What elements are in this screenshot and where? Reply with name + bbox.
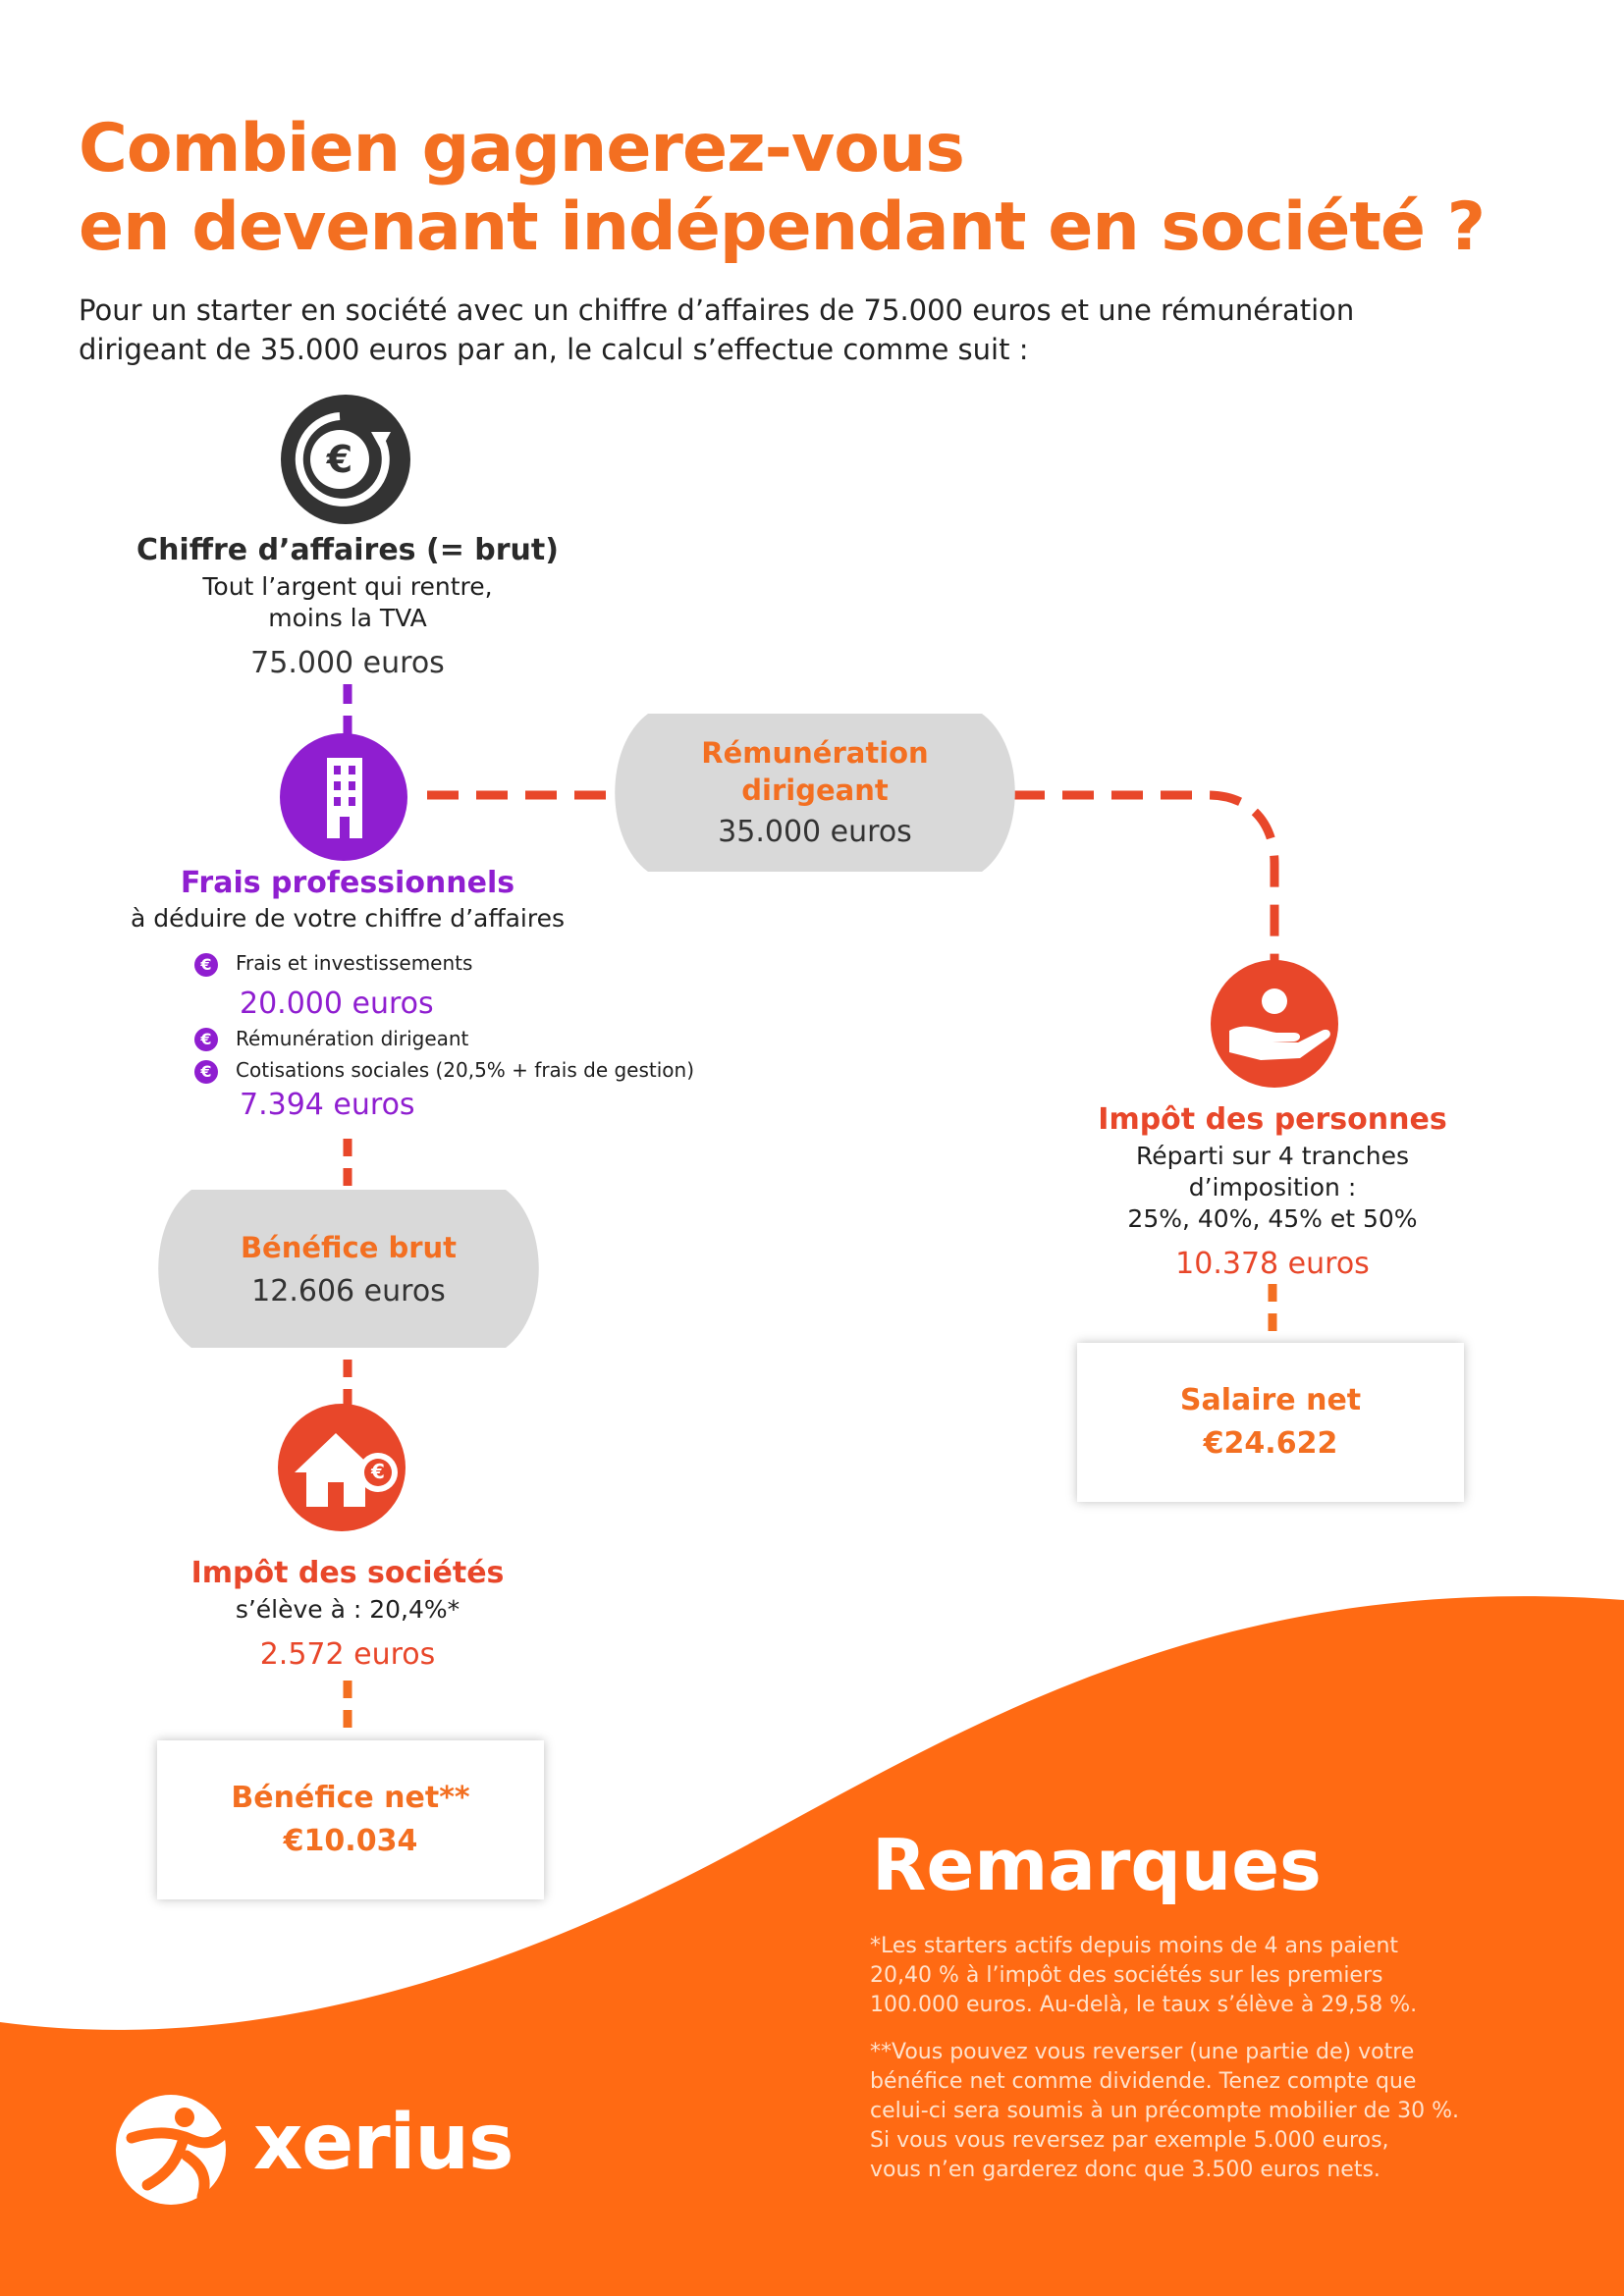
impot-personnes-desc-3: 25%, 40%, 45% et 50% (1127, 1204, 1418, 1233)
frais-item-3-label: Cotisations sociales (20,5% + frais de g… (236, 1058, 695, 1082)
benefice-brut-pill: Bénéfice brut 12.606 euros (167, 1229, 530, 1311)
frais-details: € Frais et investissements 20.000 euros €… (194, 950, 744, 1125)
remuneration-value: 35.000 euros (718, 815, 912, 849)
euro-bullet-icon: € (194, 952, 218, 977)
euro-cycle-icon (281, 395, 410, 524)
impot-personnes-desc-1: Réparti sur 4 tranches (1136, 1142, 1409, 1170)
frais-professionnels-heading: Frais professionnels à déduire de votre … (102, 864, 593, 934)
note-1-line: 100.000 euros. Au-delà, le taux s’élève … (870, 1993, 1418, 2017)
salaire-net-value: €24.622 (1203, 1426, 1338, 1461)
chiffre-affaires-desc-1: Tout l’argent qui rentre, (202, 572, 493, 601)
euro-bullet-icon: € (194, 1028, 218, 1051)
title-line-1: Combien gagnerez-vous (79, 110, 965, 187)
intro-line-1: Pour un starter en société avec un chiff… (79, 294, 1355, 327)
salaire-net-box: Salaire net €24.622 (1077, 1343, 1464, 1502)
note-2-line: vous n’en garderez donc que 3.500 euros … (870, 2158, 1380, 2182)
remuneration-pill: Rémunération dirigeant 35.000 euros (628, 734, 1001, 852)
euro-bullet-icon: € (194, 1059, 218, 1084)
impot-societes-value: 2.572 euros (259, 1637, 436, 1672)
benefice-net-title: Bénéfice net** (231, 1781, 470, 1815)
frais-item-3: € Cotisations sociales (20,5% + frais de … (194, 1057, 744, 1084)
euro-symbol: € (326, 438, 353, 481)
title-line-2: en devenant indépendant en société ? (79, 188, 1486, 266)
chiffre-affaires-value: 75.000 euros (250, 646, 445, 680)
frais-item-2-label: Rémunération dirigeant (236, 1026, 469, 1050)
frais-item-2: € Rémunération dirigeant (194, 1026, 744, 1051)
xerius-logo-mark (116, 2095, 236, 2205)
remuneration-title-2: dirigeant (741, 774, 889, 807)
impot-societes-block: Impôt des sociétés s’élève à : 20,4%* 2.… (102, 1553, 593, 1675)
intro-text: Pour un starter en société avec un chiff… (79, 291, 1473, 369)
connector-remuneration-impot-personnes (1013, 790, 1279, 967)
chiffre-affaires-title: Chiffre d’affaires (= brut) (136, 533, 559, 567)
frais-item-1-label: Frais et investissements (236, 951, 473, 975)
pill-benefice-shape (158, 1190, 539, 1348)
frais-item-1: € Frais et investissements (194, 950, 744, 977)
note-1-line: *Les starters actifs depuis moins de 4 a… (870, 1934, 1399, 1958)
remarques-note-2: **Vous pouvez vous reverser (une partie … (870, 2038, 1597, 2185)
note-2-line: bénéfice net comme dividende. Tenez comp… (870, 2069, 1417, 2094)
hand-person-icon (1211, 960, 1338, 1088)
note-2-line: Si vous vous reversez par exemple 5.000 … (870, 2128, 1389, 2153)
chiffre-affaires-block: Chiffre d’affaires (= brut) Tout l’argen… (102, 530, 593, 683)
salaire-net-title: Salaire net (1179, 1383, 1362, 1417)
pill-remuneration-shape (615, 714, 1015, 872)
impot-personnes-title: Impôt des personnes (1098, 1102, 1447, 1137)
house-euro-icon (278, 1404, 406, 1531)
building-icon (280, 733, 407, 861)
impot-personnes-desc-2: d’imposition : (1188, 1173, 1357, 1201)
page-title: Combien gagnerez-vous en devenant indépe… (79, 110, 1551, 267)
remarques-title: Remarques (872, 1824, 1322, 1906)
frais-title: Frais professionnels (180, 866, 515, 900)
intro-line-2: dirigeant de 35.000 euros par an, le cal… (79, 333, 1029, 366)
note-2-line: celui-ci sera soumis à un précompte mobi… (870, 2099, 1459, 2123)
euro-small-symbol: € (371, 1460, 385, 1483)
footer-wave (0, 1596, 1624, 2296)
note-1-line: 20,40 % à l’impôt des sociétés sur les p… (870, 1963, 1383, 1988)
impot-personnes-block: Impôt des personnes Réparti sur 4 tranch… (1027, 1099, 1518, 1284)
benefice-brut-title: Bénéfice brut (240, 1231, 458, 1264)
frais-value-1: 20.000 euros (240, 986, 434, 1021)
xerius-logo-text: xerius (253, 2099, 514, 2187)
benefice-net-value: €10.034 (283, 1824, 418, 1858)
remarques-note-1: *Les starters actifs depuis moins de 4 a… (870, 1932, 1557, 2020)
remuneration-title-1: Rémunération (701, 736, 929, 770)
benefice-net-box: Bénéfice net** €10.034 (157, 1740, 544, 1899)
benefice-brut-value: 12.606 euros (251, 1274, 446, 1308)
impot-societes-desc: s’élève à : 20,4%* (235, 1595, 460, 1624)
impot-societes-title: Impôt des sociétés (190, 1556, 505, 1590)
frais-desc: à déduire de votre chiffre d’affaires (131, 904, 565, 933)
frais-value-2: 7.394 euros (240, 1087, 415, 1122)
impot-personnes-value: 10.378 euros (1175, 1247, 1370, 1281)
chiffre-affaires-desc-2: moins la TVA (268, 604, 427, 632)
note-2-line: **Vous pouvez vous reverser (une partie … (870, 2040, 1415, 2064)
